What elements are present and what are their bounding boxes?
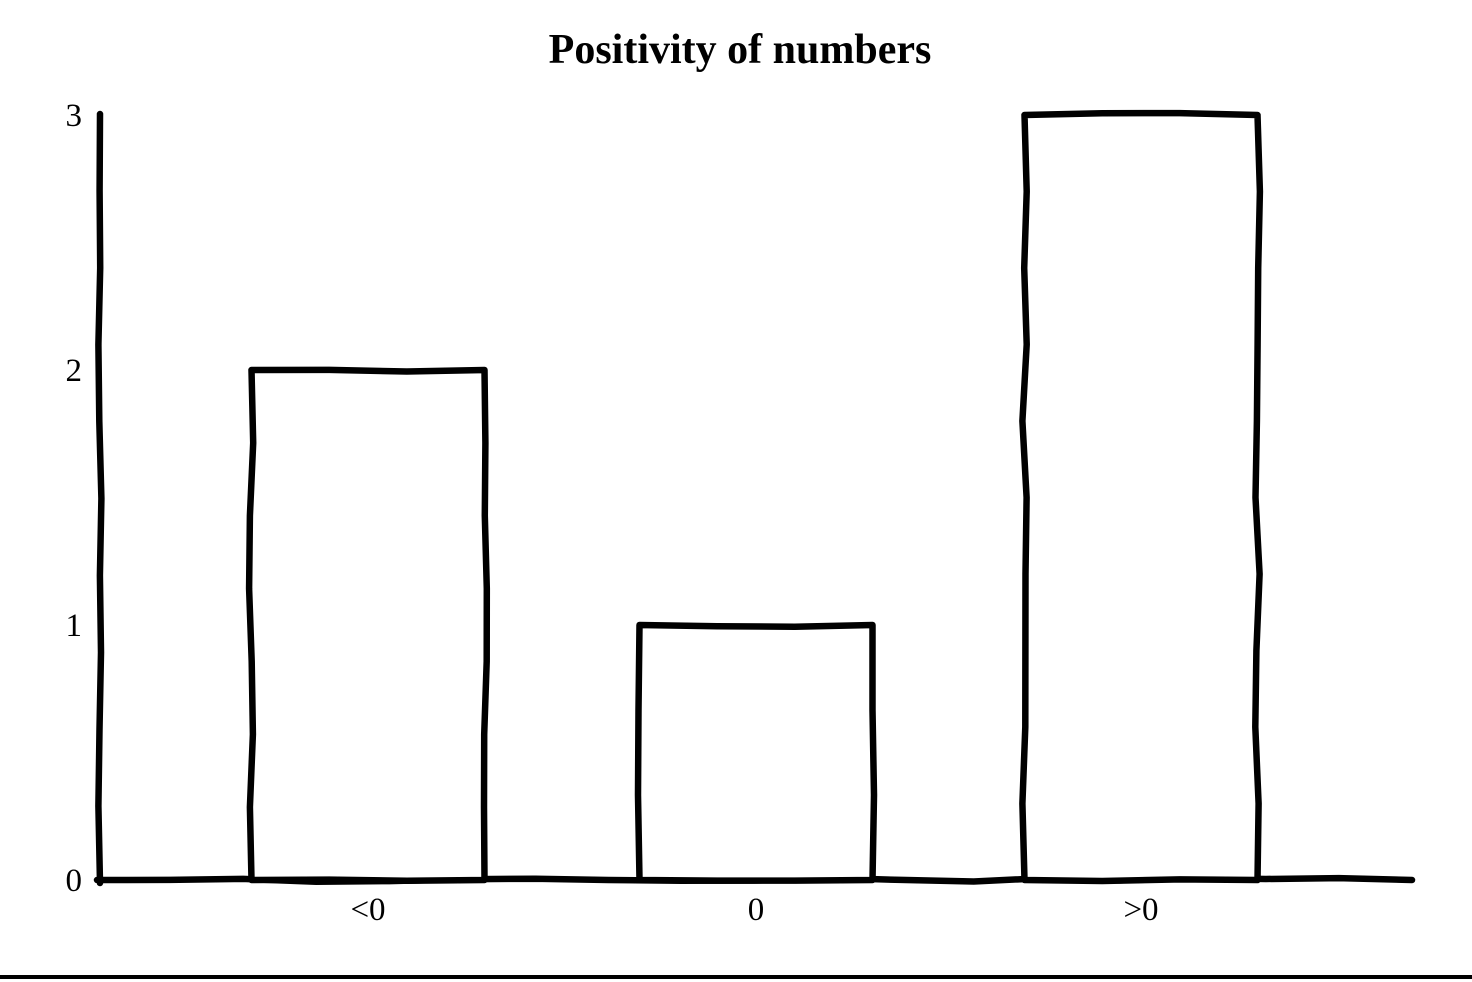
y-tick-label: 2 (66, 353, 83, 389)
y-axis-line (95, 110, 105, 887)
bar-0 (634, 621, 878, 884)
y-tick-label: 0 (66, 863, 83, 899)
x-category-label: 0 (748, 892, 765, 928)
bar->0 (1019, 109, 1264, 885)
bar-<0 (245, 366, 491, 885)
chart-title: Positivity of numbers (548, 27, 932, 73)
y-tick-label: 3 (66, 98, 83, 134)
y-tick-label: 1 (66, 608, 83, 644)
x-category-label: >0 (1123, 892, 1158, 928)
page-bottom-border-line (0, 975, 1472, 979)
x-category-label: <0 (350, 892, 385, 928)
